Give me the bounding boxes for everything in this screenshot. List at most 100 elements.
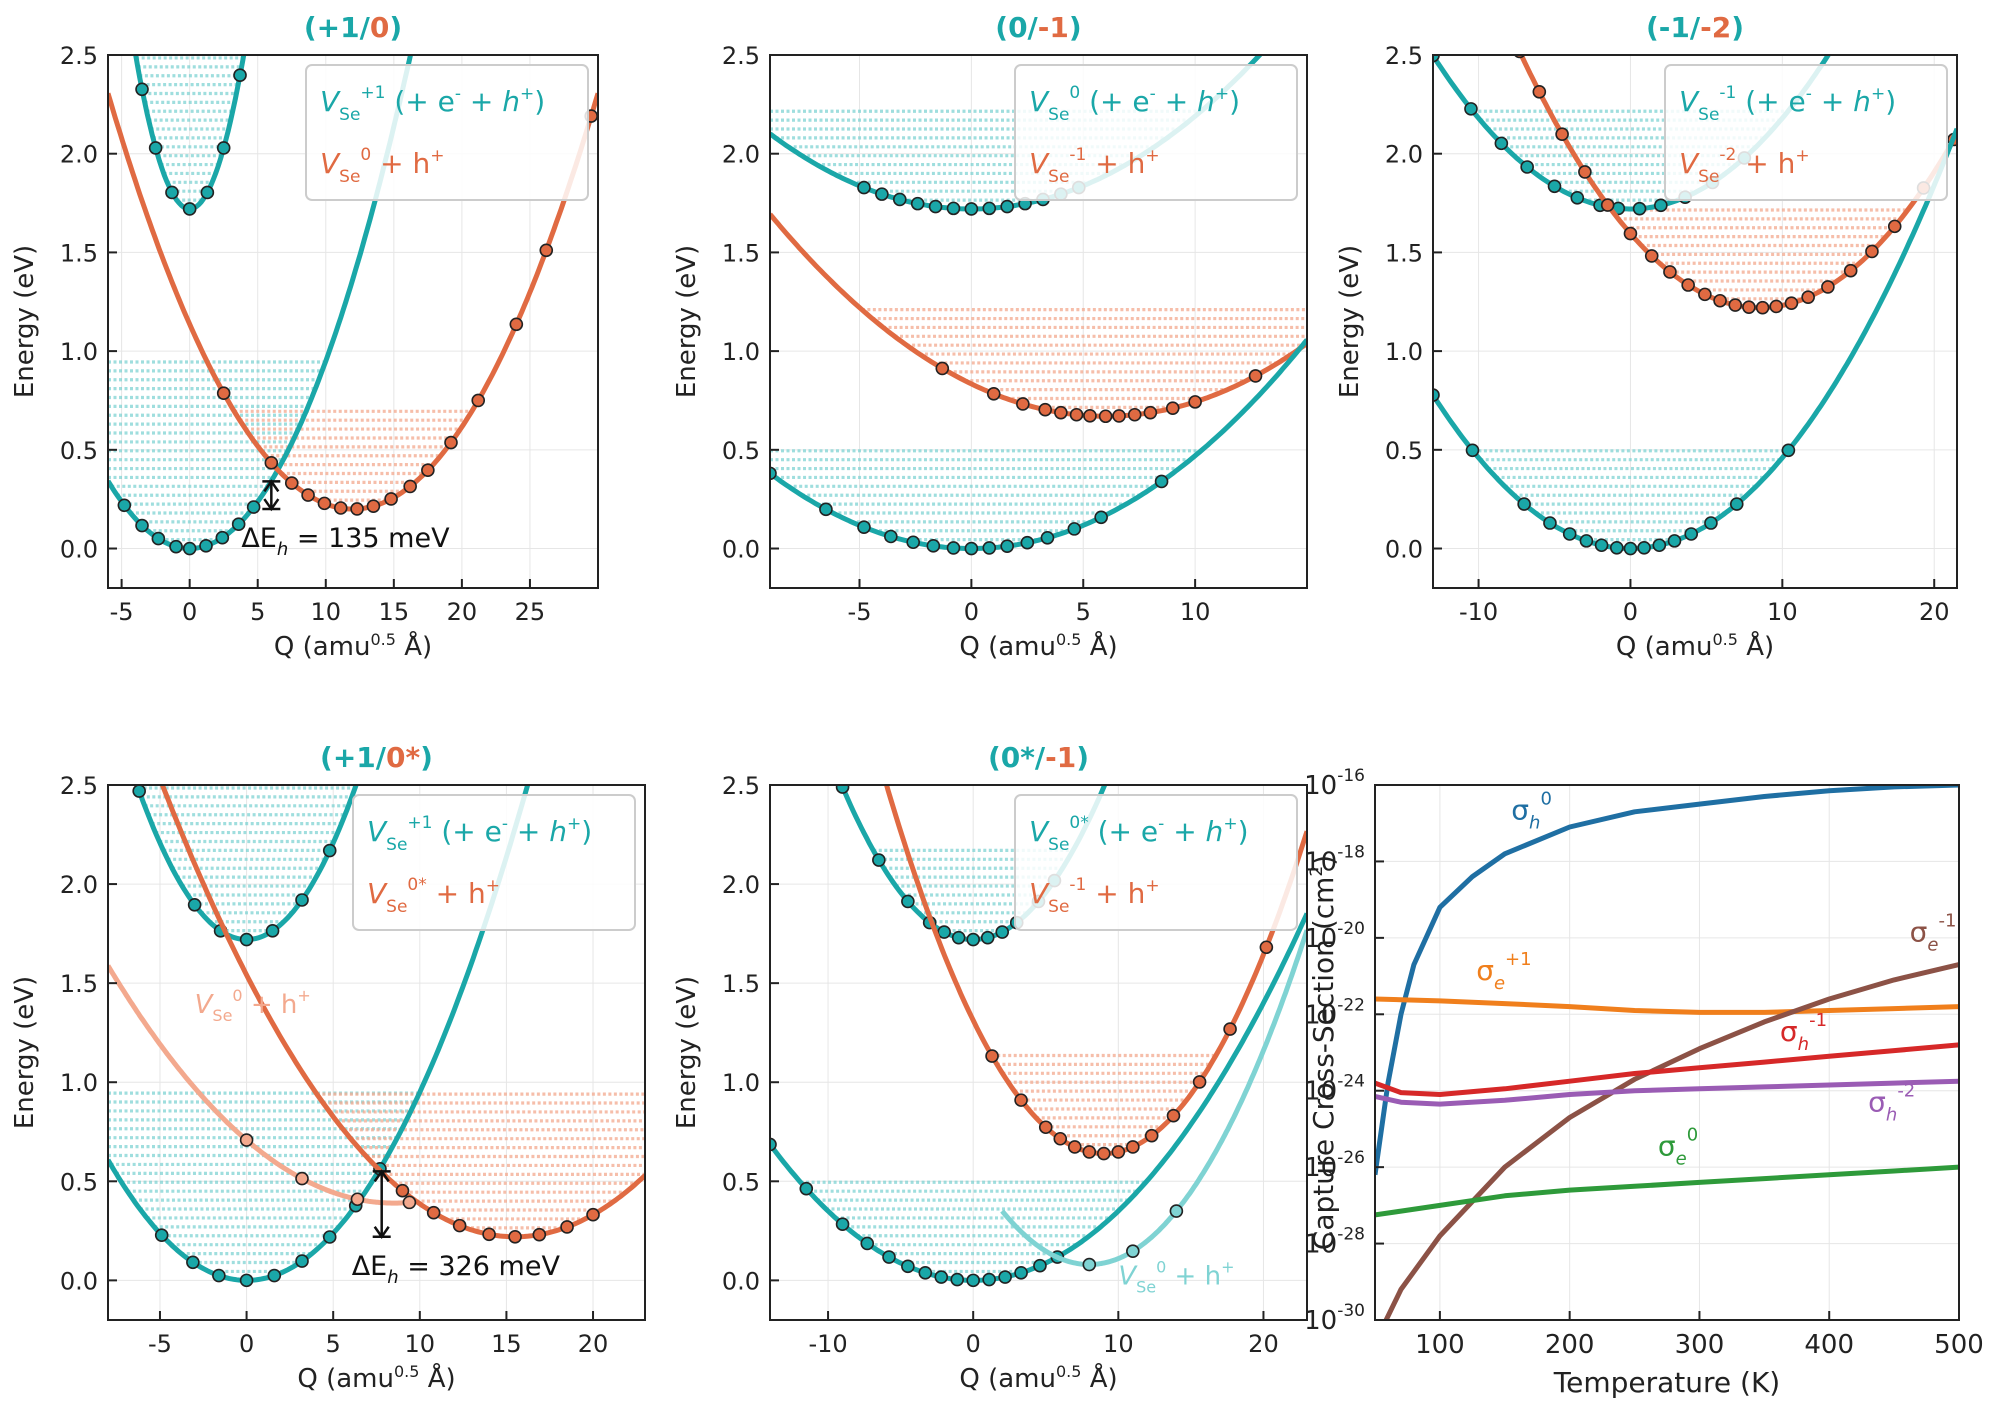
data-point — [918, 1266, 933, 1280]
data-point — [1887, 219, 1902, 234]
data-point — [1038, 402, 1053, 417]
data-point — [1667, 534, 1682, 548]
data-point — [135, 518, 149, 533]
data-point — [151, 531, 166, 546]
data-point — [998, 1270, 1012, 1284]
data-point — [1054, 405, 1068, 420]
data-point — [950, 1272, 965, 1287]
vibrational-levels — [991, 1053, 1216, 1147]
curve-4 — [1000, 929, 1307, 1267]
data-point — [1014, 1093, 1028, 1107]
data-point — [265, 924, 280, 938]
y-tick-label: 0.5 — [722, 1168, 760, 1196]
data-point — [182, 202, 197, 216]
x-tick-label: 15 — [491, 1330, 522, 1358]
x-tick-label: 20 — [578, 1330, 609, 1358]
data-point — [284, 476, 299, 490]
x-tick-label: 25 — [515, 598, 546, 626]
x-tick-label: -5 — [110, 598, 134, 626]
series-label: σe0 — [1658, 1125, 1698, 1170]
legend-entry: VSe0* (+ e- + h+) — [1029, 813, 1249, 855]
data-point — [1494, 136, 1509, 151]
axes-frame — [769, 54, 1308, 589]
y-tick-label: 2.0 — [722, 141, 760, 169]
legend-box — [1664, 64, 1948, 201]
x-tick-label: 0 — [1623, 598, 1638, 626]
data-point — [1781, 443, 1796, 458]
data-point — [295, 1254, 309, 1268]
data-point — [154, 1228, 169, 1242]
x-axis-label: Q (amu0.5 Å) — [959, 630, 1117, 662]
data-point — [1644, 249, 1659, 263]
data-point — [216, 141, 231, 155]
data-point — [910, 196, 925, 211]
data-point — [1681, 278, 1695, 292]
data-point — [169, 539, 183, 554]
data-point — [322, 1230, 337, 1244]
legend: VSe0* (+ e- + h+) VSe-1 + h+ — [1014, 794, 1298, 931]
data-point — [946, 541, 961, 555]
y-tick-label: 0.0 — [1385, 536, 1423, 564]
data-point — [1654, 198, 1668, 213]
x-tick-label: 200 — [1545, 1330, 1595, 1360]
data-point — [1464, 102, 1478, 116]
legend-entry: VSe-2 + h+ — [1679, 145, 1810, 187]
curve-label: VSe0 + h+ — [195, 986, 311, 1025]
data-point — [1578, 165, 1592, 179]
series-line-1 — [1375, 785, 1959, 1176]
y-tick-label: 1.5 — [722, 239, 760, 267]
y-tick-label: 1.5 — [1385, 239, 1423, 267]
panel-title: (+1/0) — [304, 11, 402, 44]
x-axis-label: Temperature (K) — [1553, 1366, 1780, 1399]
y-tick-label: 10-26 — [1304, 1148, 1365, 1183]
y-tick-label: 10-20 — [1304, 919, 1365, 954]
y-tick-label: 2.5 — [722, 42, 760, 70]
data-point — [586, 1207, 600, 1222]
y-tick-label: 1.0 — [1385, 338, 1423, 366]
data-point — [1098, 409, 1113, 424]
x-axis-label: Q (amu0.5 Å) — [959, 1362, 1117, 1394]
y-tick-label: 2.5 — [60, 772, 98, 800]
data-point — [1600, 198, 1615, 212]
y-tick-label: 1.0 — [722, 338, 760, 366]
chart-panel-3: -10 0 10 20 0.0 0.5 1.0 1.5 2.0 2.5 Q (amu0.5 Å) En… — [1335, 11, 1958, 662]
panel-title: (-1/-2) — [1646, 11, 1744, 44]
y-tick-label: 2.5 — [722, 772, 760, 800]
y-tick-label: 0.0 — [722, 536, 760, 564]
x-tick-label: 100 — [1415, 1330, 1465, 1360]
data-point — [1083, 409, 1097, 423]
plot-area — [1375, 785, 1959, 1320]
y-tick-label: 10-30 — [1304, 1301, 1365, 1336]
data-point — [1000, 539, 1014, 553]
data-point — [560, 1220, 574, 1234]
data-point — [986, 387, 1001, 401]
x-axis-label: Q (amu0.5 Å) — [297, 1362, 455, 1394]
legend-box — [1014, 794, 1298, 931]
data-point — [928, 199, 943, 214]
data-point — [452, 1218, 467, 1233]
data-point — [186, 1255, 200, 1270]
data-point — [1082, 1257, 1097, 1272]
legend-box — [305, 64, 589, 201]
x-tick-label: 0 — [182, 598, 197, 626]
data-point — [426, 1205, 441, 1220]
data-point — [882, 1250, 896, 1264]
x-tick-label: -5 — [148, 1330, 172, 1358]
x-tick-label: 20 — [1919, 598, 1950, 626]
data-point — [1248, 369, 1263, 383]
data-point — [1433, 388, 1440, 402]
data-point — [1637, 540, 1651, 555]
legend-entry: VSe-1 + h+ — [1029, 145, 1160, 187]
y-tick-label: 10-16 — [1304, 766, 1365, 801]
axes-frame — [1374, 784, 1960, 1321]
data-point — [1713, 293, 1727, 308]
data-point — [875, 187, 889, 201]
data-point — [1742, 300, 1756, 314]
data-point — [1755, 300, 1770, 315]
y-tick-label: 2.5 — [1385, 42, 1423, 70]
data-point — [132, 785, 146, 798]
y-axis-label: Energy (eV) — [10, 245, 40, 398]
data-point — [966, 1273, 980, 1288]
y-axis-label: Energy (eV) — [672, 245, 702, 398]
